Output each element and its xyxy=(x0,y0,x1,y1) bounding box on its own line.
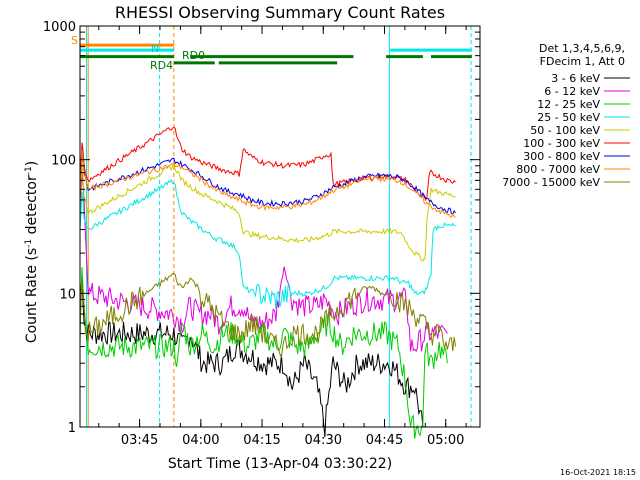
legend-label-6: 300 - 800 keV xyxy=(523,150,600,163)
legend: Det 1,3,4,5,6,9,FDecim 1, Att 0 3 - 6 keV… xyxy=(502,42,630,189)
legend-header-1: FDecim 1, Att 0 xyxy=(540,55,625,68)
annotation-rd4: RD4 xyxy=(150,59,173,72)
annotation-rd0: RD0 xyxy=(182,49,205,62)
y-tick-label-2: 100 xyxy=(51,154,76,169)
x-tick-label-5: 05:00 xyxy=(427,433,464,448)
legend-label-3: 25 - 50 keV xyxy=(537,111,600,124)
chart-title: RHESSI Observing Summary Count Rates xyxy=(115,3,445,22)
axis-layer: 03:45 04:00 04:15 04:30 04:45 05:00 1 10 100 1000 xyxy=(43,20,481,448)
series-line-4 xyxy=(79,162,456,262)
legend-header-0: Det 1,3,4,5,6,9, xyxy=(539,42,625,55)
legend-label-4: 50 - 100 keV xyxy=(530,124,600,137)
date-stamp: 16-Oct-2021 18:15 xyxy=(560,468,636,477)
x-tick-label-1: 04:00 xyxy=(182,433,219,448)
legend-label-0: 3 - 6 keV xyxy=(551,72,600,85)
annotation-night: N xyxy=(151,42,159,55)
legend-label-2: 12 - 25 keV xyxy=(537,98,600,111)
y-axis-label: Count Rate (s-1 detector-1) xyxy=(24,161,40,343)
flag-bars-layer xyxy=(80,43,472,65)
x-axis-label: Start Time (13-Apr-04 03:30:22) xyxy=(168,456,392,472)
legend-label-7: 800 - 7000 keV xyxy=(516,163,600,176)
series-line-1 xyxy=(79,170,448,353)
annotation-saa: S xyxy=(71,34,78,47)
y-tick-label-1: 10 xyxy=(59,287,76,302)
x-tick-label-3: 04:30 xyxy=(305,433,342,448)
legend-label-5: 100 - 300 keV xyxy=(523,137,600,150)
series-line-5 xyxy=(79,126,456,202)
x-tick-label-2: 04:15 xyxy=(243,433,280,448)
series-line-6 xyxy=(79,148,456,216)
series-line-8 xyxy=(79,273,456,359)
legend-label-1: 6 - 12 keV xyxy=(544,85,600,98)
x-tick-label-0: 03:45 xyxy=(121,433,158,448)
y-tick-label-0: 1 xyxy=(68,421,76,436)
series-line-7 xyxy=(79,149,456,218)
x-tick-label-4: 04:45 xyxy=(366,433,403,448)
y-tick-label-3: 1000 xyxy=(43,20,76,35)
plot-frame xyxy=(79,25,481,428)
legend-label-8: 7000 - 15000 keV xyxy=(502,176,600,189)
series-line-3 xyxy=(79,178,456,309)
series-line-0 xyxy=(79,275,424,438)
series-layer xyxy=(79,126,456,439)
